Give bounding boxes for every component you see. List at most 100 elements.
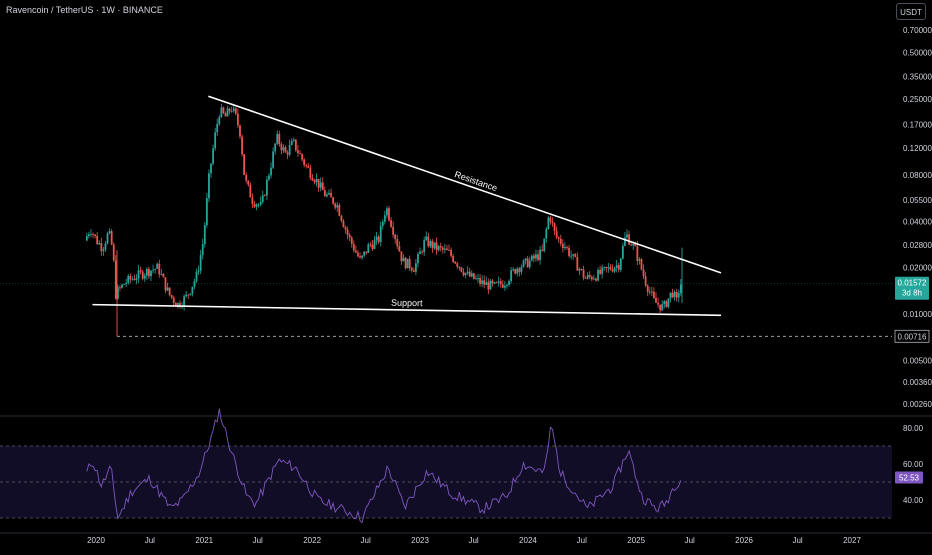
candle-body bbox=[572, 254, 575, 256]
candle-body bbox=[220, 107, 223, 118]
candle-body bbox=[377, 236, 380, 243]
candle-body bbox=[212, 148, 214, 164]
candle-body bbox=[462, 271, 465, 276]
candle-body bbox=[98, 243, 101, 245]
price-tick-label: 0.00500 bbox=[903, 356, 932, 365]
candle-body bbox=[404, 257, 407, 269]
candle-body bbox=[284, 147, 287, 153]
candle-body bbox=[104, 243, 107, 250]
candle-body bbox=[638, 259, 641, 261]
time-tick-label: Jul bbox=[685, 536, 695, 545]
candle-body bbox=[148, 268, 150, 277]
candle-body bbox=[669, 292, 672, 299]
rsi-line bbox=[86, 408, 682, 524]
price-tick-label: 0.05500 bbox=[903, 196, 932, 205]
candle-body bbox=[383, 215, 386, 222]
candle-body bbox=[452, 255, 455, 262]
axes: 0.70000 0.50000 0.35000 0.25000 0.17000 0.120… bbox=[87, 26, 932, 545]
candle-body bbox=[501, 284, 504, 288]
candle-body bbox=[100, 243, 103, 252]
candle-body bbox=[417, 253, 419, 264]
price-tick-label: 0.12000 bbox=[903, 144, 932, 153]
candle-body bbox=[359, 256, 361, 258]
candle-body bbox=[555, 230, 558, 238]
candle-body bbox=[423, 240, 426, 253]
candle-body bbox=[297, 150, 299, 154]
candle-body bbox=[274, 143, 277, 152]
candle-body bbox=[458, 266, 461, 268]
candle-body bbox=[495, 282, 498, 284]
candle-body bbox=[584, 277, 587, 279]
symbol-title[interactable]: Ravencoin / TetherUS · 1W · BINANCE bbox=[6, 5, 163, 15]
candle-body bbox=[570, 255, 573, 257]
rsi-tick-label: 80.00 bbox=[903, 424, 924, 433]
candle-body bbox=[400, 251, 403, 262]
candle-body bbox=[592, 278, 595, 280]
price-tick-label: 0.02800 bbox=[903, 241, 932, 250]
candle-body bbox=[94, 234, 97, 236]
candle-body bbox=[230, 110, 233, 112]
candle-body bbox=[261, 195, 264, 202]
candle-body bbox=[541, 249, 544, 251]
candle-body bbox=[205, 198, 208, 226]
candle-body bbox=[363, 251, 366, 256]
candle-body bbox=[365, 251, 368, 253]
candle-body bbox=[263, 195, 266, 197]
candle-body bbox=[379, 225, 382, 243]
candle-body bbox=[607, 267, 610, 269]
candle-body bbox=[170, 295, 173, 298]
candle-body bbox=[330, 192, 332, 198]
currency-button[interactable]: USDT bbox=[896, 3, 926, 20]
candle-body bbox=[141, 271, 144, 279]
candle-body bbox=[460, 267, 463, 272]
candle-body bbox=[315, 178, 318, 183]
candle-body bbox=[326, 194, 328, 197]
countdown-label: 3d 8h bbox=[902, 289, 922, 298]
candle-body bbox=[265, 179, 268, 196]
current-price-label: 0.01572 bbox=[898, 279, 927, 288]
candle-body bbox=[588, 274, 591, 277]
candle-body bbox=[224, 113, 227, 117]
candle-body bbox=[634, 244, 637, 247]
candle-body bbox=[321, 182, 324, 191]
candle-body bbox=[582, 269, 585, 278]
candle-body bbox=[446, 248, 448, 251]
rsi-tick-label: 40.00 bbox=[903, 496, 924, 505]
candle-body bbox=[286, 152, 289, 155]
candle-body bbox=[576, 256, 579, 271]
time-tick-label: 2024 bbox=[519, 536, 537, 545]
candle-body bbox=[595, 278, 597, 281]
candle-body bbox=[299, 153, 301, 155]
candle-body bbox=[429, 241, 432, 247]
candle-body bbox=[613, 267, 616, 272]
candle-body bbox=[160, 273, 163, 275]
candle-body bbox=[621, 245, 624, 259]
candle-body bbox=[191, 286, 194, 294]
candle-body bbox=[415, 263, 417, 272]
current-price-box bbox=[895, 276, 929, 300]
candle-body bbox=[528, 260, 531, 268]
candle-body bbox=[561, 243, 564, 249]
candle-body bbox=[578, 268, 581, 271]
candle-body bbox=[392, 226, 395, 235]
price-tick-label: 0.01000 bbox=[903, 310, 932, 319]
candle-body bbox=[543, 238, 546, 251]
candle-body bbox=[152, 269, 154, 271]
rsi-tick-label: 60.00 bbox=[903, 460, 924, 469]
candle-body bbox=[516, 268, 519, 274]
candle-body bbox=[657, 302, 659, 305]
candle-body bbox=[427, 236, 430, 247]
candle-body bbox=[675, 292, 678, 298]
candle-body bbox=[659, 304, 662, 311]
candle-body bbox=[338, 205, 341, 216]
candle-body bbox=[547, 217, 550, 229]
candle-body bbox=[663, 301, 666, 305]
candle-body bbox=[162, 273, 165, 278]
candle-body bbox=[642, 269, 645, 277]
candle-body bbox=[352, 243, 355, 251]
candle-body bbox=[357, 252, 359, 257]
candle-body bbox=[510, 270, 513, 282]
